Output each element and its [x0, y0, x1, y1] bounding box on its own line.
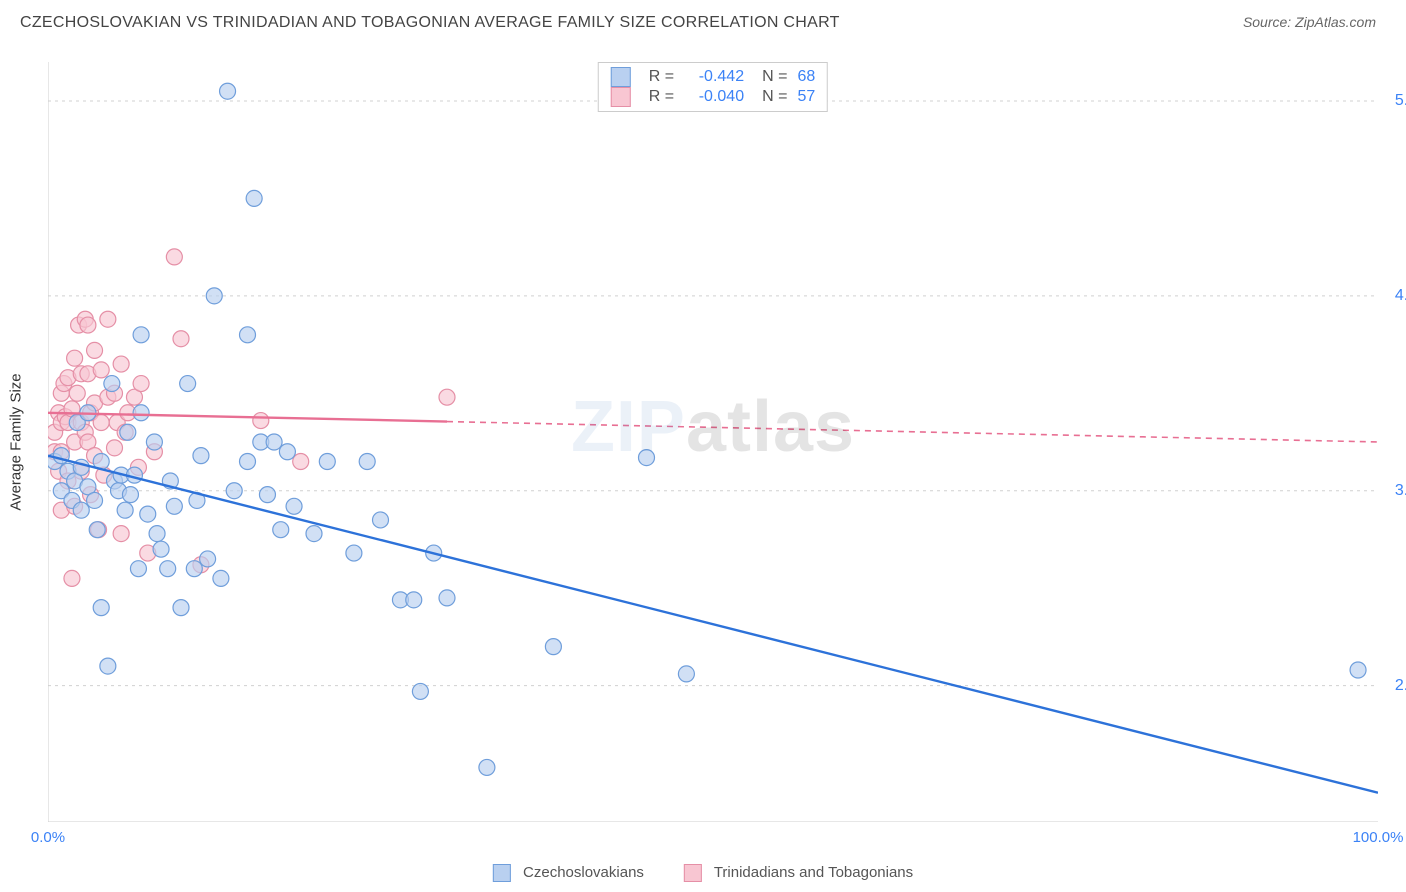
- plot-area: Average Family Size R = -0.442 N = 68 R …: [48, 62, 1378, 822]
- source-label: Source: ZipAtlas.com: [1243, 14, 1376, 30]
- n-value-2: 57: [797, 88, 815, 106]
- r-label: R =: [649, 68, 674, 86]
- legend-item-2: Trinidadians and Tobagonians: [684, 864, 913, 882]
- scatter-chart: [48, 62, 1378, 822]
- swatch-series2: [684, 864, 702, 882]
- n-label: N =: [762, 88, 787, 106]
- swatch-series2: [611, 87, 631, 107]
- bottom-legend: Czechoslovakians Trinidadians and Tobago…: [493, 864, 913, 882]
- x-min-label: 0.0%: [31, 829, 65, 846]
- y-tick-label: 4.00: [1395, 287, 1406, 305]
- legend-label-1: Czechoslovakians: [523, 864, 644, 881]
- y-tick-label: 3.00: [1395, 482, 1406, 500]
- r-value-1: -0.442: [684, 68, 744, 86]
- n-label: N =: [762, 68, 787, 86]
- stats-row-2: R = -0.040 N = 57: [611, 87, 815, 107]
- n-value-1: 68: [797, 68, 815, 86]
- r-label: R =: [649, 88, 674, 106]
- legend-item-1: Czechoslovakians: [493, 864, 644, 882]
- y-tick-label: 2.00: [1395, 677, 1406, 695]
- r-value-2: -0.040: [684, 88, 744, 106]
- swatch-series1: [493, 864, 511, 882]
- y-tick-label: 5.00: [1395, 92, 1406, 110]
- legend-label-2: Trinidadians and Tobagonians: [714, 864, 913, 881]
- stats-legend-box: R = -0.442 N = 68 R = -0.040 N = 57: [598, 62, 828, 112]
- stats-row-1: R = -0.442 N = 68: [611, 67, 815, 87]
- chart-title: CZECHOSLOVAKIAN VS TRINIDADIAN AND TOBAG…: [20, 14, 840, 32]
- x-max-label: 100.0%: [1353, 829, 1404, 846]
- swatch-series1: [611, 67, 631, 87]
- y-axis-label: Average Family Size: [8, 373, 25, 510]
